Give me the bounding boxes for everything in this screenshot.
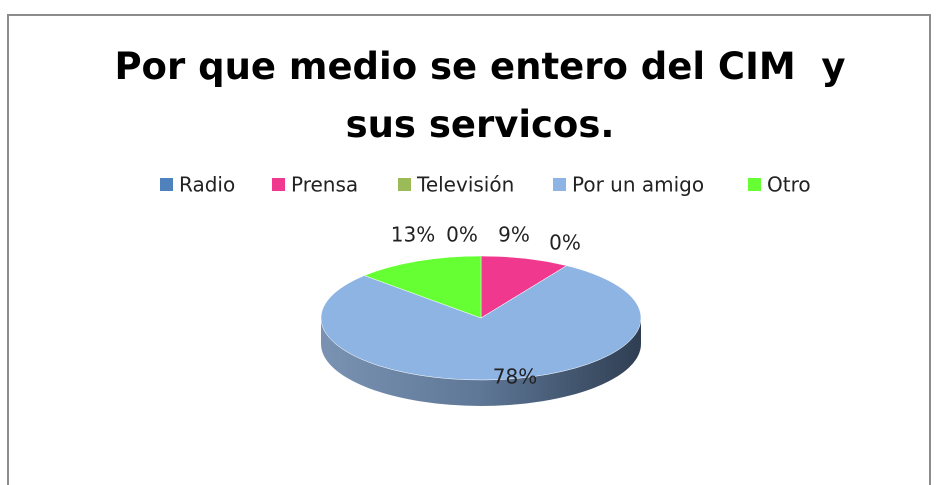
pie-slice bbox=[320, 265, 642, 381]
legend-swatch bbox=[398, 178, 411, 191]
pie-slice bbox=[363, 255, 482, 319]
chart-frame bbox=[7, 14, 931, 485]
legend-label: Televisión bbox=[416, 173, 514, 197]
legend-label: Otro bbox=[767, 173, 811, 197]
legend-swatch bbox=[553, 178, 566, 191]
chart-title: Por que medio se entero del CIM y sus se… bbox=[114, 45, 859, 146]
data-label: 13% bbox=[391, 223, 435, 247]
legend-swatch bbox=[160, 178, 173, 191]
legend-swatch bbox=[748, 178, 761, 191]
data-label: 0% bbox=[549, 231, 581, 255]
data-label: 0% bbox=[446, 223, 478, 247]
data-label: 78% bbox=[493, 365, 537, 389]
legend-label: Radio bbox=[179, 173, 235, 197]
pie-side bbox=[321, 318, 641, 406]
legend-swatch bbox=[272, 178, 285, 191]
pie-slice bbox=[480, 255, 568, 319]
legend-label: Por un amigo bbox=[572, 173, 704, 197]
data-label: 9% bbox=[498, 223, 530, 247]
legend-label: Prensa bbox=[291, 173, 358, 197]
